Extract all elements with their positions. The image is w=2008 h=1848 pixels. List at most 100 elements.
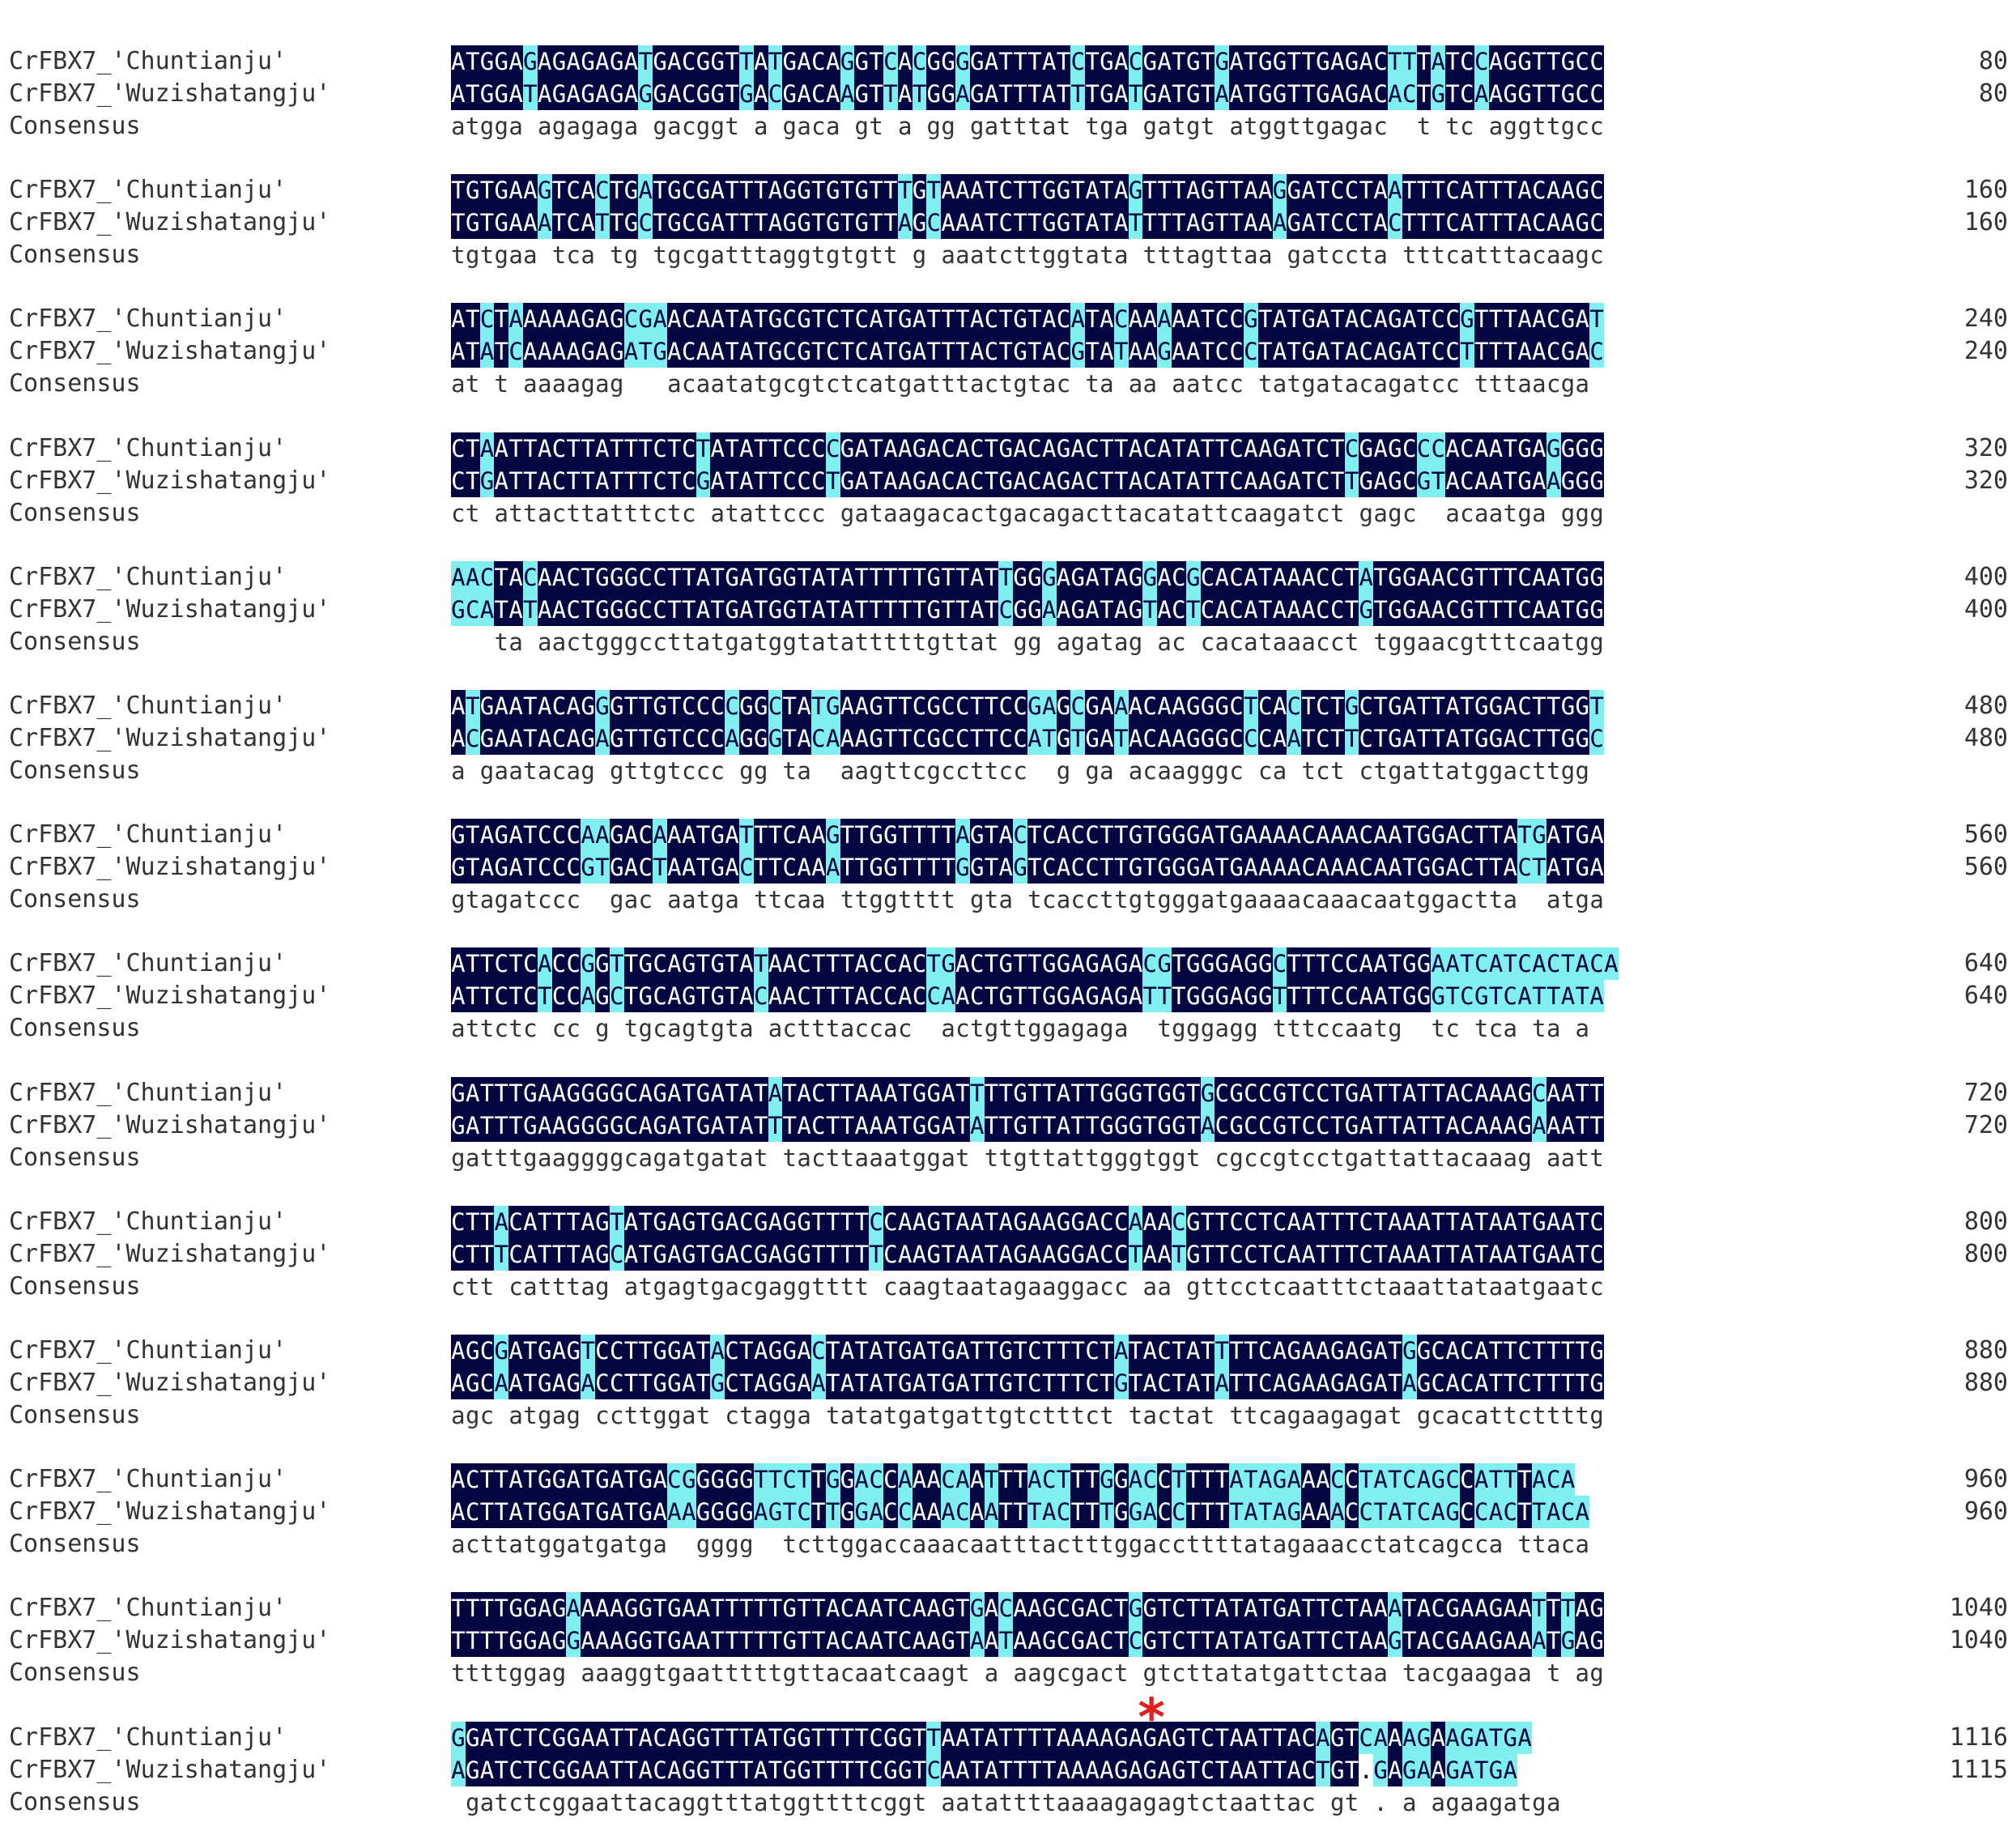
consensus-base: a: [566, 1531, 581, 1559]
consensus-base: c: [1445, 1015, 1460, 1043]
consensus-base: a: [696, 628, 711, 656]
consensus-base: t: [1215, 1788, 1230, 1816]
consensus-base: a: [1215, 1659, 1230, 1688]
consensus-base: [480, 368, 495, 400]
consensus-base: a: [1301, 1531, 1316, 1559]
base-cell: G: [1503, 78, 1518, 110]
consensus-base: t: [811, 1015, 826, 1043]
consensus-base: g: [897, 370, 913, 398]
base-cell: C: [883, 45, 898, 78]
consensus-base: t: [1488, 241, 1504, 270]
consensus-base: [1142, 626, 1157, 658]
consensus-base: g: [912, 241, 927, 270]
consensus-base: c: [782, 370, 798, 398]
base-cell: T: [523, 78, 538, 110]
consensus-label: Consensus: [9, 241, 141, 270]
consensus-base: c: [1316, 1143, 1330, 1172]
consensus-base: g: [897, 1788, 913, 1816]
consensus-base: t: [1431, 1272, 1446, 1301]
base-cell: G: [1316, 45, 1330, 78]
consensus-base: a: [710, 370, 725, 398]
consensus-base: a: [1142, 1272, 1158, 1301]
consensus-base: a: [1431, 628, 1446, 656]
consensus-base: a: [1388, 1531, 1402, 1559]
consensus-base: a: [623, 886, 639, 914]
consensus-base: t: [768, 1788, 783, 1816]
consensus-base: t: [825, 1531, 840, 1559]
base-cell: G: [739, 78, 754, 110]
base-cell: T: [883, 78, 898, 110]
consensus-base: t: [1329, 1272, 1345, 1301]
position-number: 1115: [1949, 1755, 2008, 1784]
consensus-base: t: [1474, 241, 1489, 270]
consensus-base: t: [1474, 886, 1489, 914]
consensus-base: [1114, 368, 1129, 400]
base-cell: A: [753, 45, 768, 78]
consensus-base: t: [753, 1659, 768, 1688]
consensus-base: a: [1244, 241, 1258, 270]
base-cell: G: [479, 45, 495, 78]
consensus-base: a: [1085, 1788, 1100, 1816]
base-cell: C: [1070, 45, 1086, 78]
consensus-base: t: [797, 628, 811, 656]
consensus-base: a: [753, 1402, 768, 1429]
consensus-base: c: [782, 1015, 798, 1043]
consensus-base: g: [1329, 1402, 1345, 1429]
consensus-base: t: [1546, 113, 1561, 140]
consensus-base: a: [1100, 757, 1114, 785]
consensus-base: g: [1272, 499, 1287, 527]
consensus-base: a: [1460, 241, 1474, 270]
consensus-base: a: [854, 1143, 870, 1172]
consensus-base: [883, 110, 898, 143]
consensus-base: a: [537, 499, 552, 527]
consensus-base: a: [1172, 370, 1186, 398]
consensus-base: t: [623, 1015, 639, 1043]
consensus-base: g: [1041, 241, 1057, 270]
consensus-base: t: [623, 1788, 639, 1816]
consensus-base: a: [581, 1788, 595, 1816]
base-cell: A: [667, 78, 682, 110]
consensus-base: a: [1503, 1659, 1518, 1688]
consensus-base: a: [1287, 1788, 1302, 1816]
base-cell: G: [854, 78, 870, 110]
consensus-base: t: [609, 1788, 624, 1816]
consensus-base: g: [1257, 113, 1273, 140]
consensus-base: t: [1013, 1531, 1027, 1559]
consensus-base: g: [825, 241, 840, 270]
consensus-base: a: [494, 757, 509, 785]
consensus-base: t: [1215, 886, 1230, 914]
consensus-base: a: [1287, 886, 1302, 914]
consensus-base: a: [883, 499, 898, 527]
consensus-base: a: [1546, 1531, 1561, 1559]
base-cell: C: [595, 174, 610, 207]
base-cell: G: [551, 78, 567, 110]
consensus-base: t: [1560, 886, 1576, 914]
consensus-base: a: [1488, 1531, 1504, 1559]
consensus-base: t: [1142, 1143, 1158, 1172]
consensus-base: t: [494, 370, 509, 398]
consensus-base: a: [508, 757, 523, 785]
consensus-base: a: [1546, 628, 1561, 656]
consensus-base: t: [1085, 113, 1100, 140]
base-cell: T: [998, 78, 1014, 110]
consensus-base: c: [696, 757, 711, 785]
consensus-base: g: [926, 113, 942, 140]
consensus-base: a: [681, 886, 696, 914]
consensus-base: t: [782, 1143, 798, 1172]
consensus-base: [826, 884, 840, 916]
consensus-base: a: [825, 113, 840, 140]
consensus-label: Consensus: [9, 498, 141, 527]
consensus-base: t: [623, 499, 639, 527]
consensus-base: c: [1301, 886, 1316, 914]
position-number: 240: [1963, 304, 2008, 334]
base-cell: G: [609, 45, 624, 78]
base-cell: A: [1041, 45, 1057, 78]
consensus-base: [1215, 1399, 1229, 1432]
consensus-base: t: [696, 886, 711, 914]
consensus-base: a: [1402, 1272, 1417, 1301]
consensus-base: a: [984, 1788, 999, 1816]
consensus-base: a: [1128, 370, 1143, 398]
consensus-base: a: [1056, 886, 1071, 914]
base-cell: C: [1402, 78, 1417, 110]
consensus-base: g: [595, 1015, 610, 1043]
